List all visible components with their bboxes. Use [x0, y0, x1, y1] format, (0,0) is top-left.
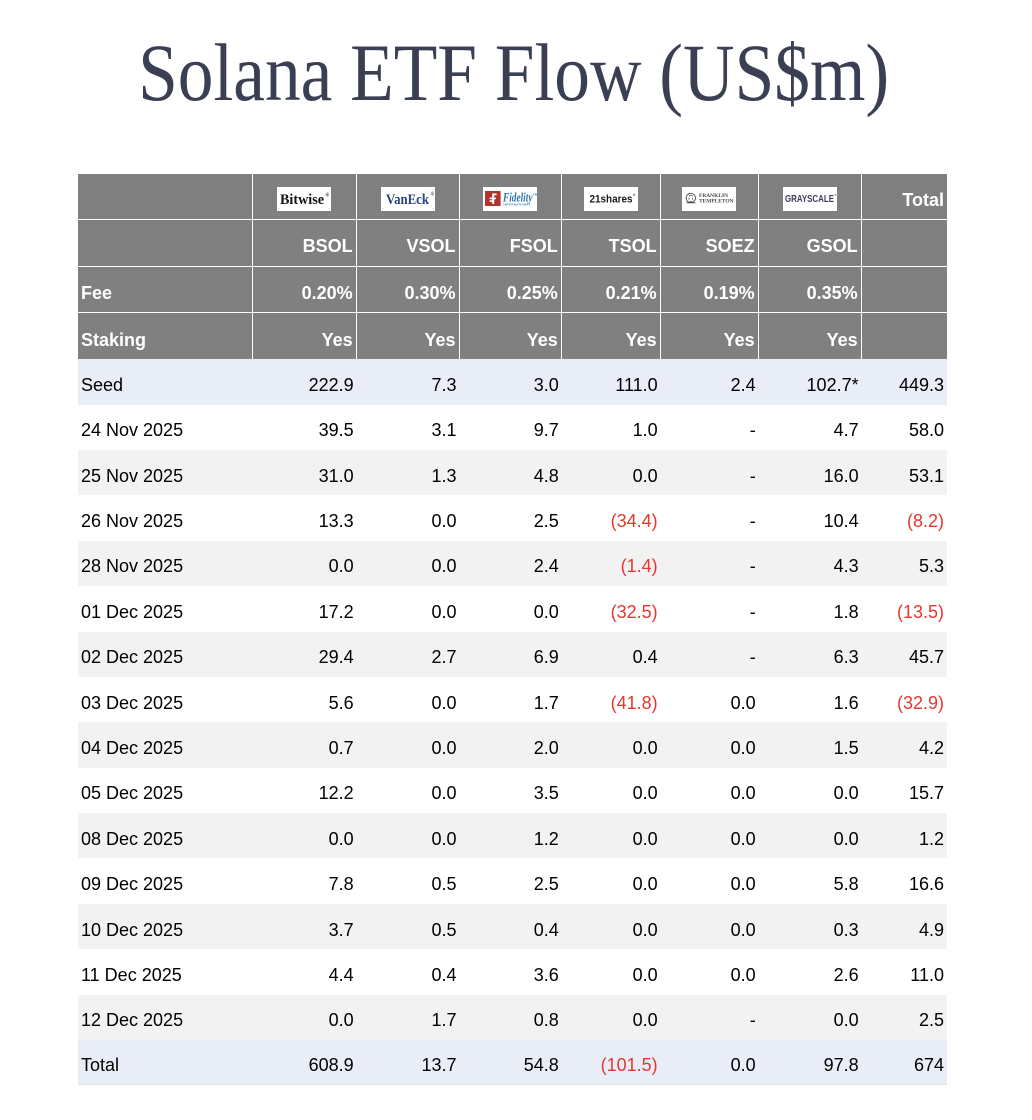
svg-text:GRAYSCALE: GRAYSCALE	[785, 194, 834, 205]
svg-text:VanEck: VanEck	[386, 192, 430, 208]
svg-text:®: ®	[430, 192, 434, 198]
svg-text:TEMPLETON: TEMPLETON	[699, 199, 734, 205]
svg-text:21shares: 21shares	[589, 194, 632, 206]
svg-text:INTERNATIONAL: INTERNATIONAL	[504, 203, 531, 207]
svg-text:®: ®	[633, 193, 636, 197]
svg-text:Bitwise: Bitwise	[280, 192, 325, 208]
svg-text:®: ®	[326, 193, 330, 199]
svg-text:TM: TM	[533, 193, 537, 197]
svg-text:FRANKLIN: FRANKLIN	[699, 193, 728, 199]
svg-text:®: ®	[834, 193, 836, 197]
svg-text:Fidelity: Fidelity	[502, 191, 533, 205]
